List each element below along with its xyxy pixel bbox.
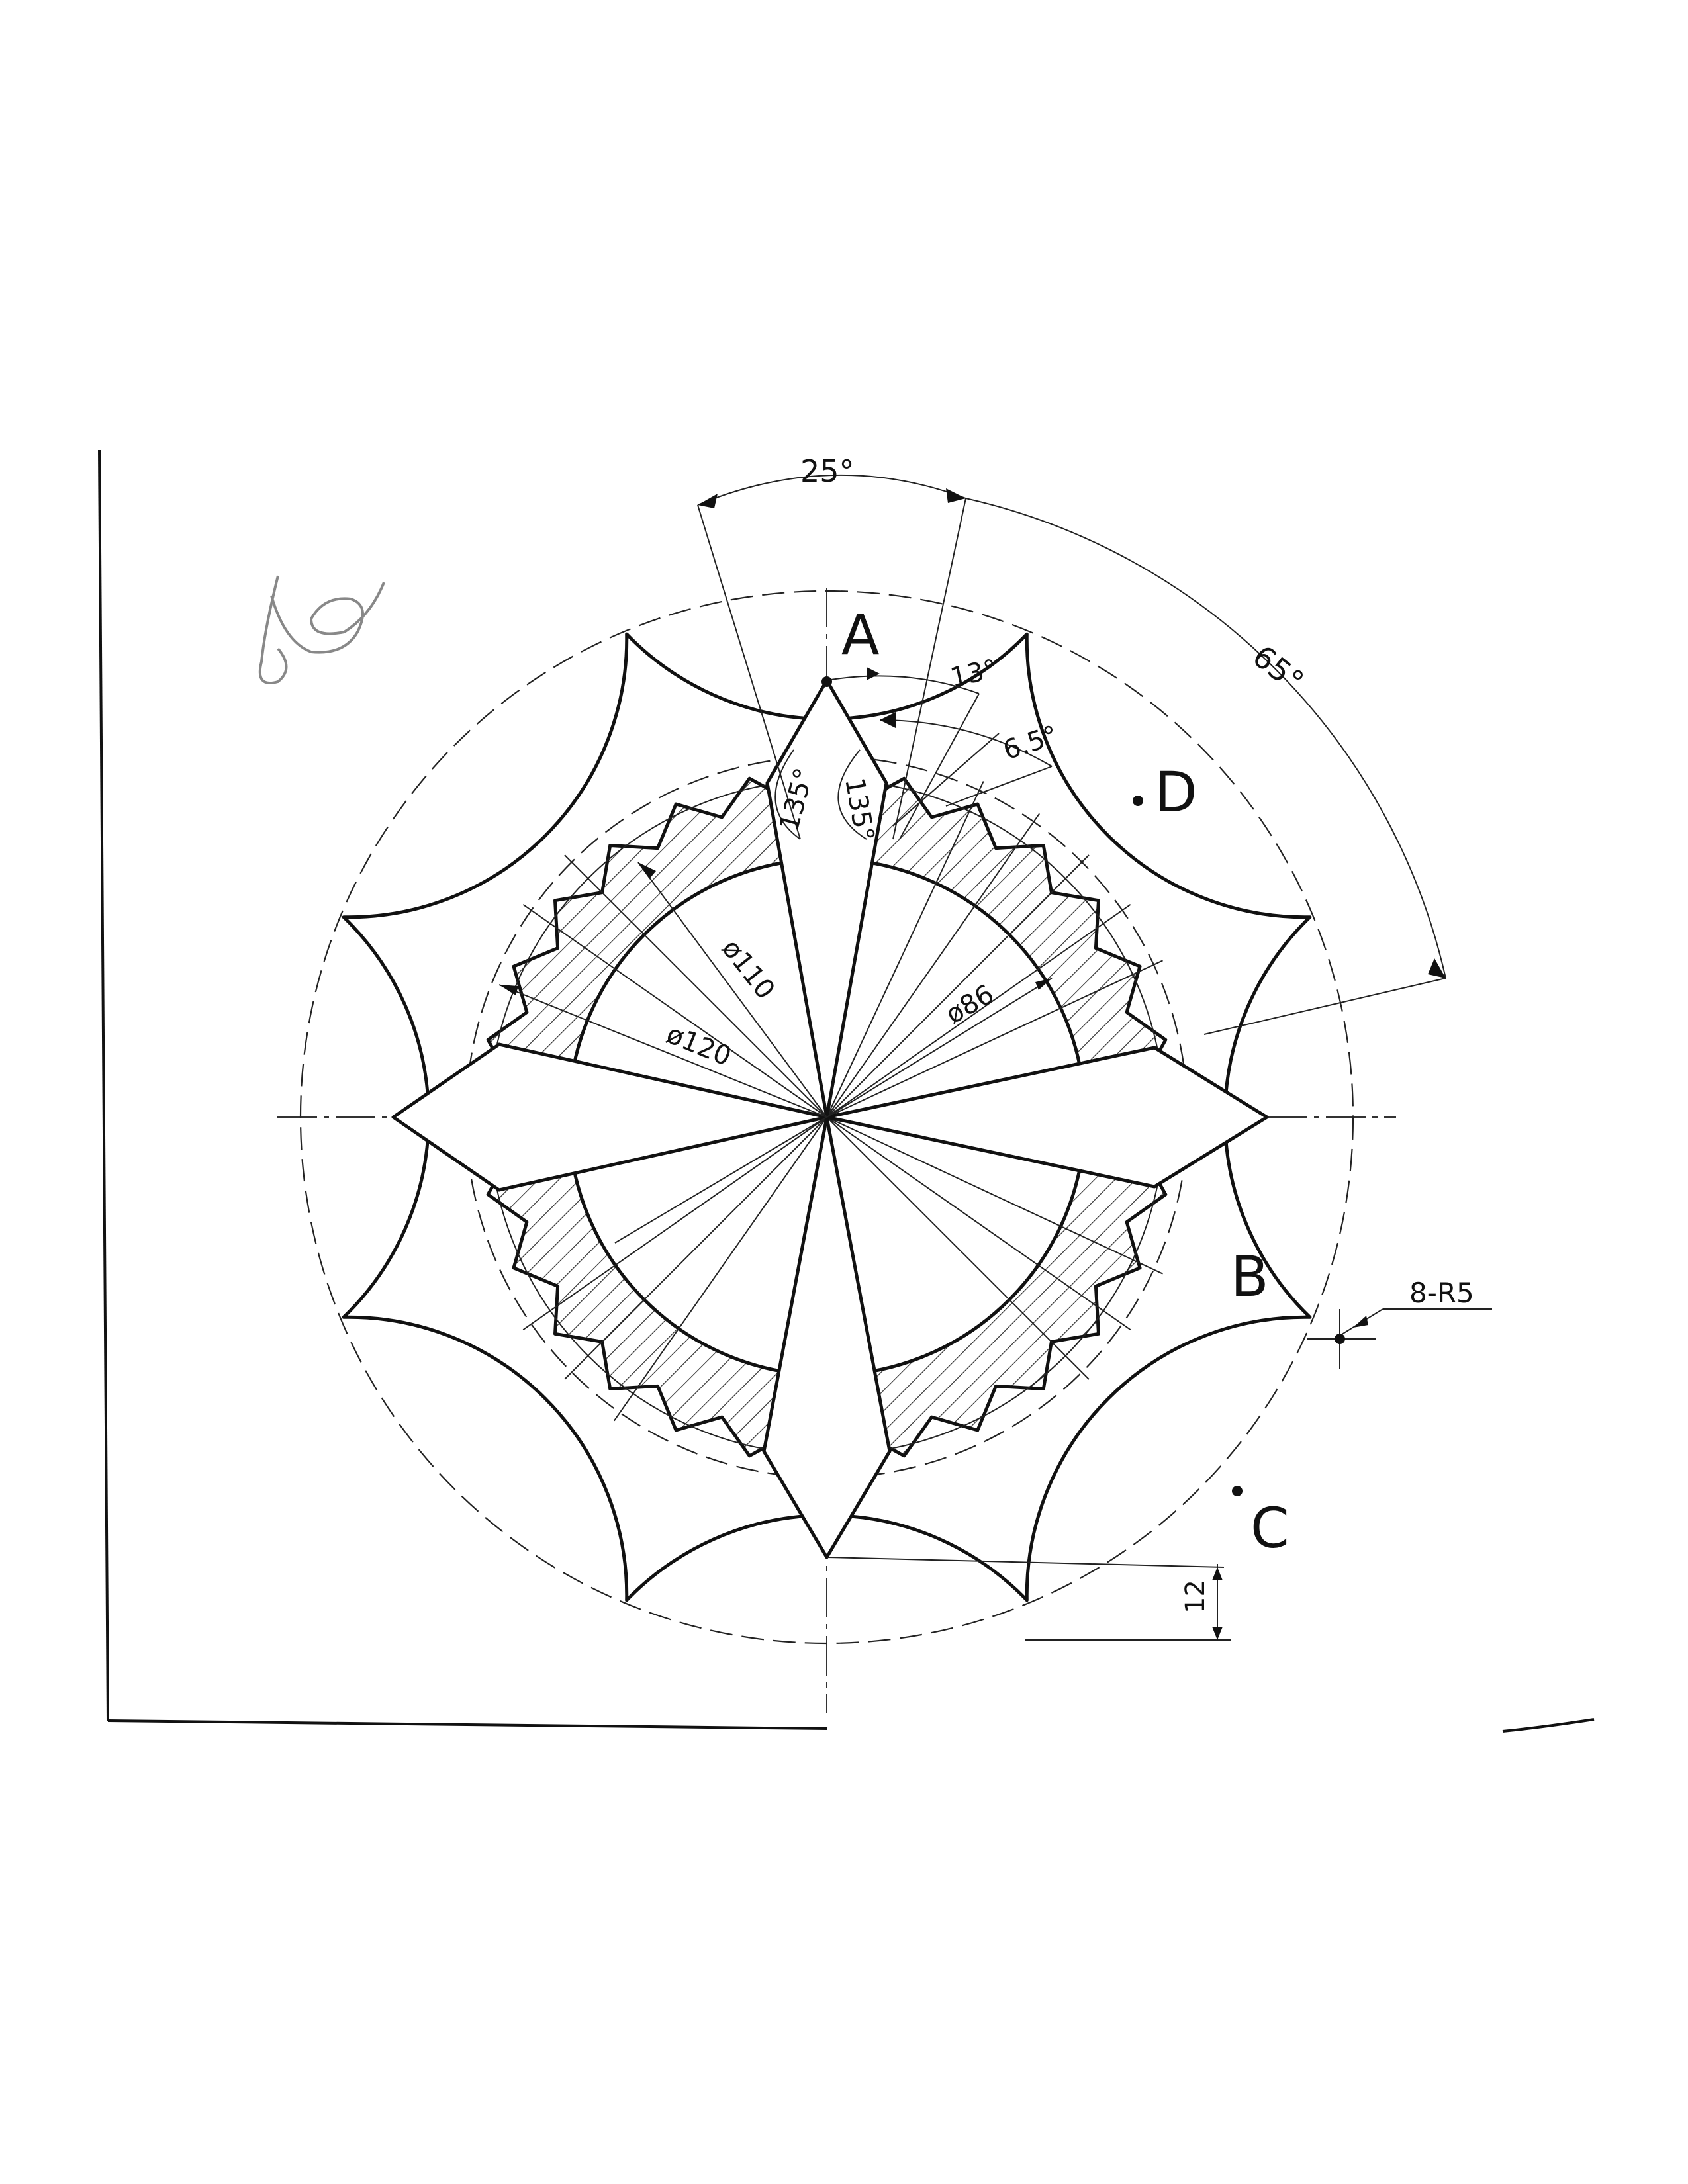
point-label-d: D	[1154, 760, 1197, 825]
pitch-circle	[299, 590, 1354, 1645]
drawing-frame	[98, 449, 1595, 1733]
construction-line	[826, 813, 1041, 1118]
construction-line	[826, 1116, 1163, 1275]
construction-line	[826, 1116, 1131, 1331]
dim-label-12: 12	[1180, 1580, 1211, 1614]
point-d-marker	[1133, 796, 1143, 806]
dim-offset-12	[826, 1557, 1231, 1641]
construction-lines	[522, 781, 1163, 1422]
dim-label-6-5: 6.5°	[1000, 720, 1062, 766]
dim-angle-135-right	[837, 749, 867, 840]
point-c-marker	[1232, 1486, 1243, 1496]
dim-label-dia-86: ø86	[941, 979, 999, 1030]
point-b-marker	[1335, 1334, 1345, 1344]
construction-line	[826, 903, 1131, 1118]
dim-dia-86	[826, 978, 1053, 1118]
dim-label-radius: 8-R5	[1409, 1277, 1474, 1309]
signature-scribble	[258, 575, 385, 684]
point-a-marker	[821, 676, 832, 687]
construction-line	[826, 781, 984, 1118]
cross-blades	[391, 678, 1269, 1559]
construction-line	[564, 854, 827, 1118]
dim-angle-135-left	[774, 749, 801, 840]
construction-line	[826, 854, 1090, 1118]
point-label-a: A	[841, 602, 879, 667]
dim-angle-25	[697, 474, 966, 840]
dim-angle-6-5	[879, 712, 1053, 827]
construction-line	[826, 1116, 1090, 1380]
outer-star-profile	[342, 632, 1312, 1602]
dim-label-dia-110: ø110	[716, 934, 780, 1005]
dim-angle-13	[826, 667, 980, 840]
dim-radius-note	[1307, 1308, 1492, 1369]
dim-dia-110	[637, 862, 827, 1118]
construction-line	[522, 1116, 827, 1331]
construction-line	[826, 960, 1163, 1118]
construction-line	[522, 903, 827, 1118]
point-label-b: B	[1231, 1244, 1269, 1309]
dim-label-25: 25°	[800, 453, 855, 489]
dim-dia-120	[498, 984, 827, 1244]
point-label-c: C	[1250, 1496, 1289, 1561]
dim-label-13: 13°	[948, 654, 1000, 694]
construction-line	[564, 1116, 827, 1380]
construction-line	[613, 1116, 827, 1422]
dim-label-65: 65°	[1246, 638, 1311, 700]
dim-angle-65	[965, 498, 1446, 1035]
